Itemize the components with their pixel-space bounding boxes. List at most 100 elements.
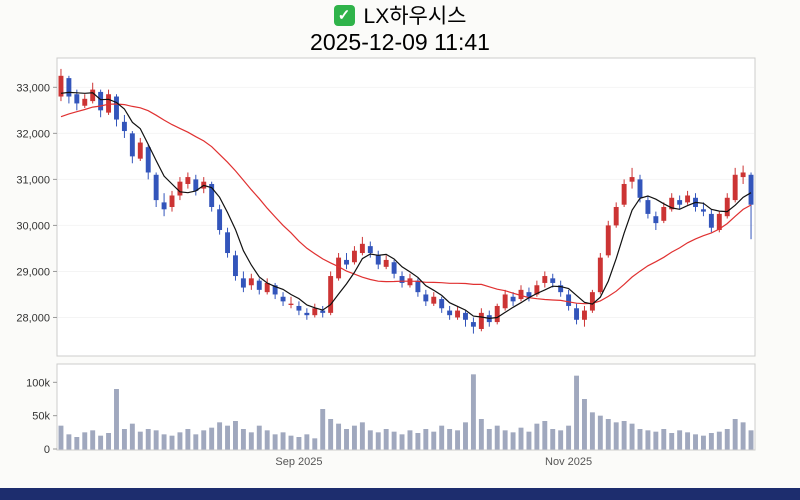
candle-body (209, 183, 215, 207)
price-tick-label: 28,000 (16, 312, 50, 324)
candle-body (90, 89, 96, 102)
candle-body (280, 296, 286, 302)
volume-bar (82, 432, 88, 450)
candle-body (256, 280, 262, 290)
candle-body (653, 216, 659, 224)
volume-bar (486, 429, 492, 450)
candle-body (359, 243, 365, 254)
volume-bar (494, 425, 500, 450)
volume-bar (153, 430, 159, 450)
volume-bar (637, 429, 643, 450)
volume-bar (161, 434, 167, 450)
candle-body (121, 121, 127, 132)
candle-body (240, 278, 246, 288)
candle-body (534, 285, 540, 295)
price-volume-chart: 33,000 32,000 31,000 30,000 29,000 28,000 100k… (16, 57, 756, 468)
candle-body (669, 197, 675, 210)
candle-body (296, 305, 302, 311)
volume-bar (217, 422, 223, 450)
candle-body (661, 207, 667, 221)
volume-bar (296, 437, 302, 450)
candle-body (494, 305, 500, 323)
candle-body (518, 289, 524, 300)
candle-body (264, 282, 270, 293)
ma20-line (60, 103, 752, 305)
volume-bar (478, 419, 484, 450)
candle-body (716, 213, 722, 231)
candle-body (700, 209, 706, 212)
candle-body (185, 177, 191, 184)
volume-bar (169, 435, 175, 450)
check-glyph: ✓ (337, 6, 351, 24)
candle-body (106, 94, 112, 113)
candle-body (740, 172, 746, 178)
candle-body (248, 278, 254, 286)
volume-bar (526, 431, 532, 450)
volume-bar (272, 434, 278, 450)
volume-bar (240, 429, 246, 450)
volume-bar (383, 429, 389, 450)
volume-bar (351, 425, 357, 450)
ma5-line (60, 91, 752, 320)
candle-body (312, 308, 318, 316)
volume-bar (700, 435, 706, 450)
price-tick-label: 31,000 (16, 174, 50, 186)
candle-body (470, 322, 476, 327)
price-tick-label: 30,000 (16, 220, 50, 232)
candle-body (431, 296, 437, 304)
volume-bar (106, 433, 112, 450)
volume-bar (566, 425, 572, 450)
volume-bar (344, 429, 349, 450)
volume-bar (193, 434, 199, 450)
candle-body (605, 225, 611, 256)
price-tick-label: 29,000 (16, 266, 50, 278)
volume-bar (605, 419, 611, 450)
checkbox-icon: ✓ (333, 4, 355, 26)
volume-bar (685, 432, 691, 450)
volume-bar (645, 430, 651, 450)
footer-bar (0, 488, 800, 500)
candle-body (423, 294, 429, 302)
candle-body (748, 174, 754, 205)
volume-bar (542, 421, 548, 450)
candle-body (677, 200, 683, 205)
volume-bar (137, 431, 143, 450)
candle-body (336, 257, 342, 279)
candle-body (439, 299, 445, 309)
volume-bar (359, 422, 365, 450)
candle-body (550, 278, 556, 283)
volume-bar (724, 429, 730, 450)
volume-bar (66, 434, 72, 450)
candle-body (597, 257, 603, 293)
candle-body (463, 312, 468, 320)
volume-bar (201, 430, 207, 450)
volume-tick-label: 100k (26, 377, 50, 389)
volume-bar (629, 423, 635, 450)
candle-body (351, 250, 357, 263)
chart-header: ✓ LX하우시스 2025-12-09 11:41 (0, 2, 800, 56)
candle-body (233, 255, 238, 277)
candle-body (510, 296, 516, 302)
volume-bar (90, 430, 96, 450)
volume-bar (748, 430, 754, 450)
volume-bar (732, 419, 738, 450)
candle-body (685, 195, 691, 203)
volume-bar (121, 429, 127, 450)
candle-body (708, 213, 714, 228)
volume-bar (280, 432, 286, 450)
volume-bar (431, 431, 437, 450)
volume-bar (589, 412, 595, 450)
volume-bar (582, 399, 587, 450)
candle-body (82, 98, 88, 106)
volume-bar (518, 427, 524, 450)
candle-body (169, 195, 175, 207)
title-row: ✓ LX하우시스 (0, 2, 800, 28)
volume-tick-label: 50k (32, 411, 50, 423)
candle-body (58, 75, 64, 97)
volume-bar (98, 435, 104, 450)
candle-body (145, 147, 151, 173)
candle-body (558, 285, 564, 293)
candle-body (328, 276, 334, 313)
price-tick-label: 32,000 (16, 128, 50, 140)
